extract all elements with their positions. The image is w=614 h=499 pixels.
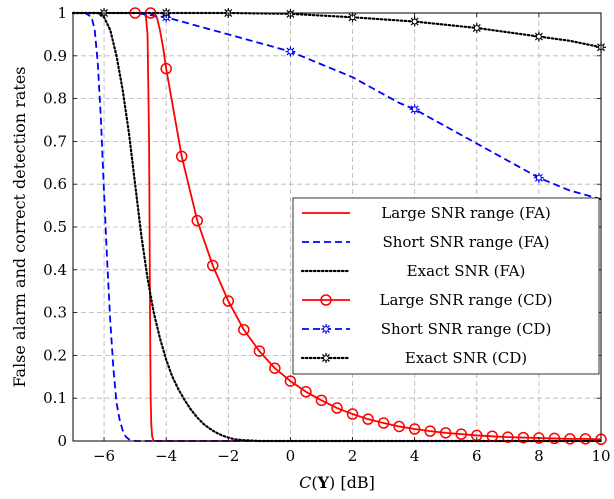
y-tick-label: 0.1 [43, 389, 67, 407]
y-tick-label: 1 [57, 4, 67, 22]
marker-series-3 [564, 433, 576, 445]
x-tick-label: 0 [286, 447, 296, 465]
legend-marker-3 [320, 294, 332, 306]
marker-series-3 [393, 420, 405, 433]
marker-series-4 [533, 172, 544, 183]
marker-series-5 [471, 22, 482, 33]
legend-marker-4 [321, 324, 331, 334]
marker-series-3 [331, 402, 343, 414]
legend-label-0: Large SNR range (FA) [381, 204, 550, 222]
legend-label-5: Exact SNR (CD) [405, 349, 527, 367]
y-tick-label: 0.9 [43, 47, 67, 65]
x-axis-label: C(Y) [dB] [299, 473, 375, 492]
marker-series-5 [409, 16, 420, 27]
y-tick-label: 0.8 [43, 90, 67, 108]
x-axis-label-unit: [dB] [335, 473, 375, 492]
y-tick-label: 0.6 [43, 175, 67, 193]
marker-series-5-center [473, 25, 480, 31]
marker-series-3 [222, 295, 235, 307]
marker-series-3 [455, 428, 467, 440]
marker-series-5 [533, 31, 544, 42]
marker-series-3 [175, 150, 188, 163]
y-tick-label: 0 [57, 432, 67, 450]
marker-series-3 [238, 323, 250, 336]
marker-series-5-center [535, 33, 542, 40]
marker-series-4-center [411, 106, 418, 113]
marker-series-3 [253, 345, 266, 357]
legend-label-4: Short SNR range (CD) [381, 320, 552, 338]
axis-ticks: −6 −4 −2 0 2 4 6 8 10 0 0.1 0.2 0.3 0.4 0.5 0.6 0.7 0.8 0.… [43, 4, 610, 465]
legend-label-2: Exact SNR (FA) [407, 262, 526, 280]
marker-series-4 [285, 46, 296, 57]
marker-series-4-center [535, 174, 542, 181]
y-tick-label: 0.3 [43, 304, 67, 322]
marker-series-3 [533, 432, 545, 444]
marker-series-3 [362, 413, 374, 425]
marker-series-3 [548, 432, 561, 445]
legend-marker-5-center [323, 355, 329, 361]
x-tick-label: 10 [591, 447, 610, 465]
legend-marker-5 [321, 353, 331, 363]
x-tick-label: −6 [93, 447, 115, 465]
marker-series-4-center [287, 48, 294, 55]
marker-series-3 [269, 362, 281, 374]
x-axis-label-close: ) [329, 473, 335, 492]
x-tick-label: −4 [155, 447, 177, 465]
legend: Large SNR range (FA) Short SNR range (FA)… [292, 197, 600, 375]
x-tick-label: 8 [534, 447, 544, 465]
legend-label-3: Large SNR range (CD) [379, 291, 552, 309]
y-tick-label: 0.4 [43, 261, 67, 279]
marker-series-3 [439, 427, 452, 439]
marker-series-3 [315, 394, 328, 407]
x-tick-label: 2 [348, 447, 358, 465]
series-line-1 [73, 12, 601, 442]
x-tick-label: 6 [472, 447, 482, 465]
x-tick-label: 4 [410, 447, 420, 465]
marker-series-4 [409, 104, 420, 115]
marker-series-3 [346, 408, 359, 420]
series-line-2 [71, 11, 603, 443]
marker-series-3 [408, 423, 421, 435]
x-tick-label: −2 [217, 447, 239, 465]
y-tick-label: 0.7 [43, 132, 67, 150]
y-tick-label: 0.2 [43, 346, 67, 364]
marker-series-3 [284, 375, 297, 387]
x-axis-label-open: ( [311, 473, 317, 492]
y-axis-label: False alarm and correct detection rates [10, 67, 29, 388]
marker-series-3 [191, 214, 203, 227]
y-tick-label: 0.5 [43, 218, 67, 236]
marker-series-3 [424, 425, 436, 437]
legend-box [292, 197, 600, 375]
marker-series-5 [347, 12, 358, 23]
legend-marker-4-center [323, 326, 329, 332]
marker-series-3 [579, 433, 592, 445]
marker-series-3 [300, 386, 312, 398]
marker-series-3 [517, 431, 530, 444]
series-line-4 [73, 12, 602, 201]
marker-series-3 [160, 62, 172, 75]
series-line-5 [71, 11, 603, 49]
x-axis-label-func: C [299, 473, 311, 492]
marker-series-3 [377, 417, 390, 429]
legend-label-1: Short SNR range (FA) [382, 233, 549, 251]
x-axis-label-var: Y [317, 473, 330, 492]
marker-series-3 [502, 431, 514, 443]
marker-series-3 [207, 259, 219, 272]
marker-series-5-center [411, 18, 418, 25]
